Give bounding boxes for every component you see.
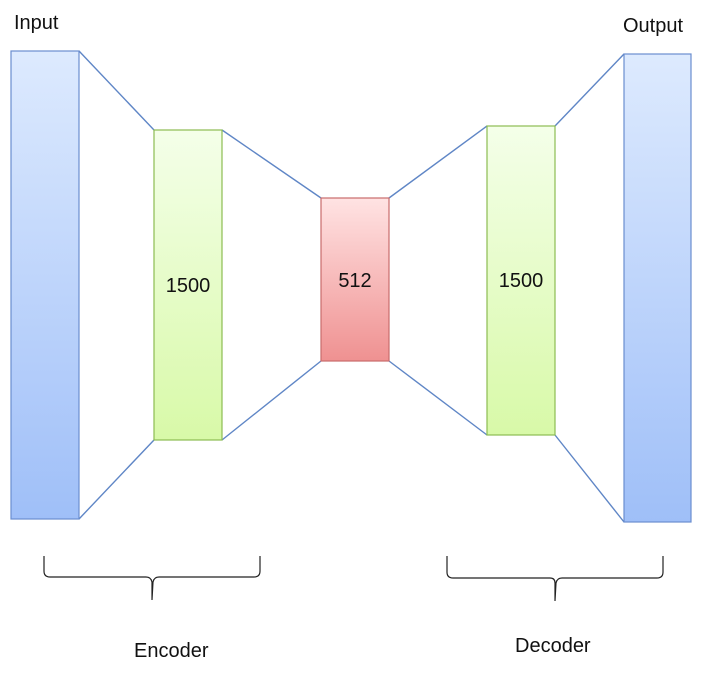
connector-encoder-top [221,129,322,199]
connection-lines [78,50,625,523]
connector-bottleneck-top [388,125,488,199]
connector-decoder-top [554,53,625,127]
input-layer [10,50,80,520]
bottleneck-layer-label: 512 [338,270,372,292]
encoder-brace [43,556,261,601]
decoder-hidden-layer [486,125,556,436]
connector-bottleneck-bottom [388,360,488,436]
bottleneck-layer [320,197,390,362]
connector-encoder-bottom [221,360,322,441]
encoder-hidden-layer-label: 1500 [165,275,211,297]
input-label: Input [14,12,59,34]
decoder-label: Decoder [515,635,591,657]
encoder-hidden-layer [153,129,223,441]
connector-decoder-bottom [554,434,625,523]
connector-input-top [78,50,155,131]
output-layer [623,53,692,523]
connector-input-bottom [78,439,155,520]
decoder-hidden-layer-label: 1500 [498,270,544,292]
decoder-brace [446,556,664,602]
encoder-label: Encoder [134,640,209,662]
output-label: Output [623,15,684,37]
